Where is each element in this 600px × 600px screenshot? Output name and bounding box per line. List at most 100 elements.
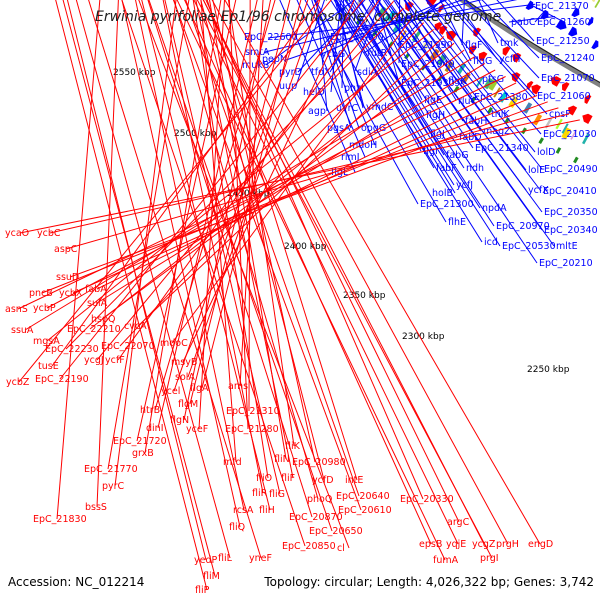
feature-category-block — [570, 129, 578, 140]
forward-gene-label: flgH — [426, 110, 445, 121]
forward-gene-label-leader — [330, 0, 483, 243]
reverse-gene-label-leader — [96, 0, 119, 508]
forward-gene-label: fabF — [436, 163, 457, 174]
forward-gene-label-leader — [338, 0, 455, 186]
forward-gene-label: rluC — [458, 96, 478, 107]
reverse-gene-label: yedP — [194, 555, 217, 566]
forward-gene-label: EpC_21260 — [537, 17, 591, 28]
reverse-gene-label: EpC_22210 — [67, 324, 121, 335]
reverse-gene-label: yceF — [186, 424, 208, 435]
reverse-gene-label-leader — [189, 0, 291, 405]
reverse-gene-labels: ycaOycbCaspCssuDpncBycbXfabAasnSycbPsulA… — [5, 0, 580, 596]
reverse-gene-label: pncB — [29, 288, 53, 299]
reverse-gene-label-leader — [211, 0, 509, 545]
ruler-label-kbp: 2300 kbp — [402, 332, 445, 342]
reverse-gene-label-leader — [176, 0, 446, 561]
forward-gene-arrow — [591, 40, 599, 50]
forward-gene-label-leader — [295, 0, 325, 87]
feature-category-block — [544, 117, 553, 129]
forward-gene-label: smtA — [245, 47, 270, 58]
forward-gene-label: EpC_22600 — [244, 32, 298, 43]
forward-gene-label-leader — [297, 0, 366, 73]
reverse-gene-label-leader — [200, 0, 325, 481]
feature-category-block — [523, 102, 533, 114]
reverse-gene-label-leader — [96, 62, 486, 304]
forward-gene-label: ycfJ — [456, 180, 473, 191]
reverse-gene-label: mfd — [223, 457, 242, 468]
forward-gene-label-leader — [368, 0, 458, 138]
reverse-gene-label: ycgJ — [84, 355, 104, 366]
reverse-gene-label-leader — [56, 0, 101, 520]
reverse-gene-label: fliR — [252, 488, 268, 499]
reverse-gene-label: hspQ — [91, 314, 115, 325]
reverse-gene-label-leader — [209, 0, 287, 460]
forward-gene-label-leader — [370, 0, 474, 149]
reverse-gene-arrow — [512, 52, 522, 63]
forward-gene-label: EpC_21250 — [536, 36, 590, 47]
forward-gene-label-leader — [443, 0, 548, 115]
forward-gene-label-leader — [363, 0, 445, 54]
forward-gene-label-leader — [439, 0, 472, 62]
forward-gene-label-leader — [403, 0, 447, 82]
reverse-gene-label: fliL — [218, 553, 233, 564]
reverse-gene-label-leader — [69, 101, 548, 278]
reverse-gene-label: EpC_21770 — [84, 464, 138, 475]
forward-gene-label-leader — [404, 0, 473, 98]
reverse-gene-label: fliK — [285, 441, 301, 452]
ruler-label-kbp: 2350 kbp — [343, 291, 386, 301]
forward-gene-label: EpC_21990 — [399, 40, 453, 51]
forward-gene-label: lolD — [537, 147, 555, 158]
reverse-gene-label: prgH — [496, 539, 519, 550]
forward-gene-label-leader — [345, 0, 495, 227]
reverse-gene-label-leader — [185, 0, 360, 497]
forward-gene-label: mdoH — [349, 140, 377, 151]
forward-gene-label: sdiA — [357, 67, 378, 78]
reverse-gene-label-leader — [205, 0, 424, 500]
forward-gene-label: flgI — [423, 146, 438, 157]
forward-gene-label: EpC_20490 — [544, 164, 598, 175]
forward-gene-label: rutR — [367, 48, 388, 59]
reverse-gene-label: EpC_20650 — [309, 526, 363, 537]
reverse-gene-label: engD — [528, 539, 553, 550]
forward-gene-label: flgF — [465, 40, 482, 51]
reverse-gene-label: EpC_21280 — [225, 424, 279, 435]
feature-category-block — [561, 127, 572, 140]
reverse-gene-label-leader — [114, 0, 177, 487]
reverse-gene-label-leader — [72, 88, 527, 294]
reverse-gene-arrow — [502, 46, 511, 56]
forward-gene-label-leader — [311, 0, 352, 129]
forward-gene-label: EpC_20340 — [544, 225, 598, 236]
forward-gene-label-leader — [403, 0, 490, 115]
forward-gene-label-leader — [330, 0, 342, 93]
reverse-gene-label: yneF — [249, 553, 272, 564]
reverse-gene-label-leader — [19, 119, 580, 234]
forward-gene-label: fabG — [446, 150, 469, 161]
forward-gene-label-leader — [334, 0, 365, 108]
forward-gene-label-leader — [534, 10, 546, 23]
reverse-gene-label: fliO — [256, 473, 272, 484]
reverse-gene-label: EpC_22230 — [45, 344, 99, 355]
reverse-gene-label-leader — [46, 69, 496, 309]
forward-gene-label-leader — [398, 0, 401, 64]
reverse-gene-label-leader — [224, 0, 541, 545]
forward-gene-label: EpC_20530 — [502, 241, 556, 252]
forward-gene-label-leader — [279, 0, 356, 173]
reverse-gene-label-leader — [89, 42, 455, 330]
reverse-gene-label: EpC_20330 — [400, 494, 454, 505]
reverse-gene-arrow — [584, 94, 592, 104]
reverse-gene-label: pyrC — [102, 481, 125, 492]
reverse-gene-label: htrB — [140, 405, 160, 416]
ruler-tick — [555, 147, 562, 154]
forward-gene-label-leader — [425, 0, 481, 80]
reverse-gene-arrow — [582, 113, 593, 124]
ruler-label-kbp: 2550 kbp — [113, 68, 156, 78]
reverse-gene-label-leader — [55, 0, 208, 591]
reverse-gene-label: flgN — [170, 415, 189, 426]
reverse-gene-label: EpC_21310 — [226, 406, 280, 417]
map-title: Erwinia pyrifoliae Ep1/96 chromosome, co… — [95, 9, 502, 25]
reverse-gene-label-leader — [171, 15, 414, 344]
feature-category-block — [386, 10, 397, 22]
ruler-tick — [538, 137, 544, 145]
forward-gene-label-leader — [481, 0, 540, 59]
